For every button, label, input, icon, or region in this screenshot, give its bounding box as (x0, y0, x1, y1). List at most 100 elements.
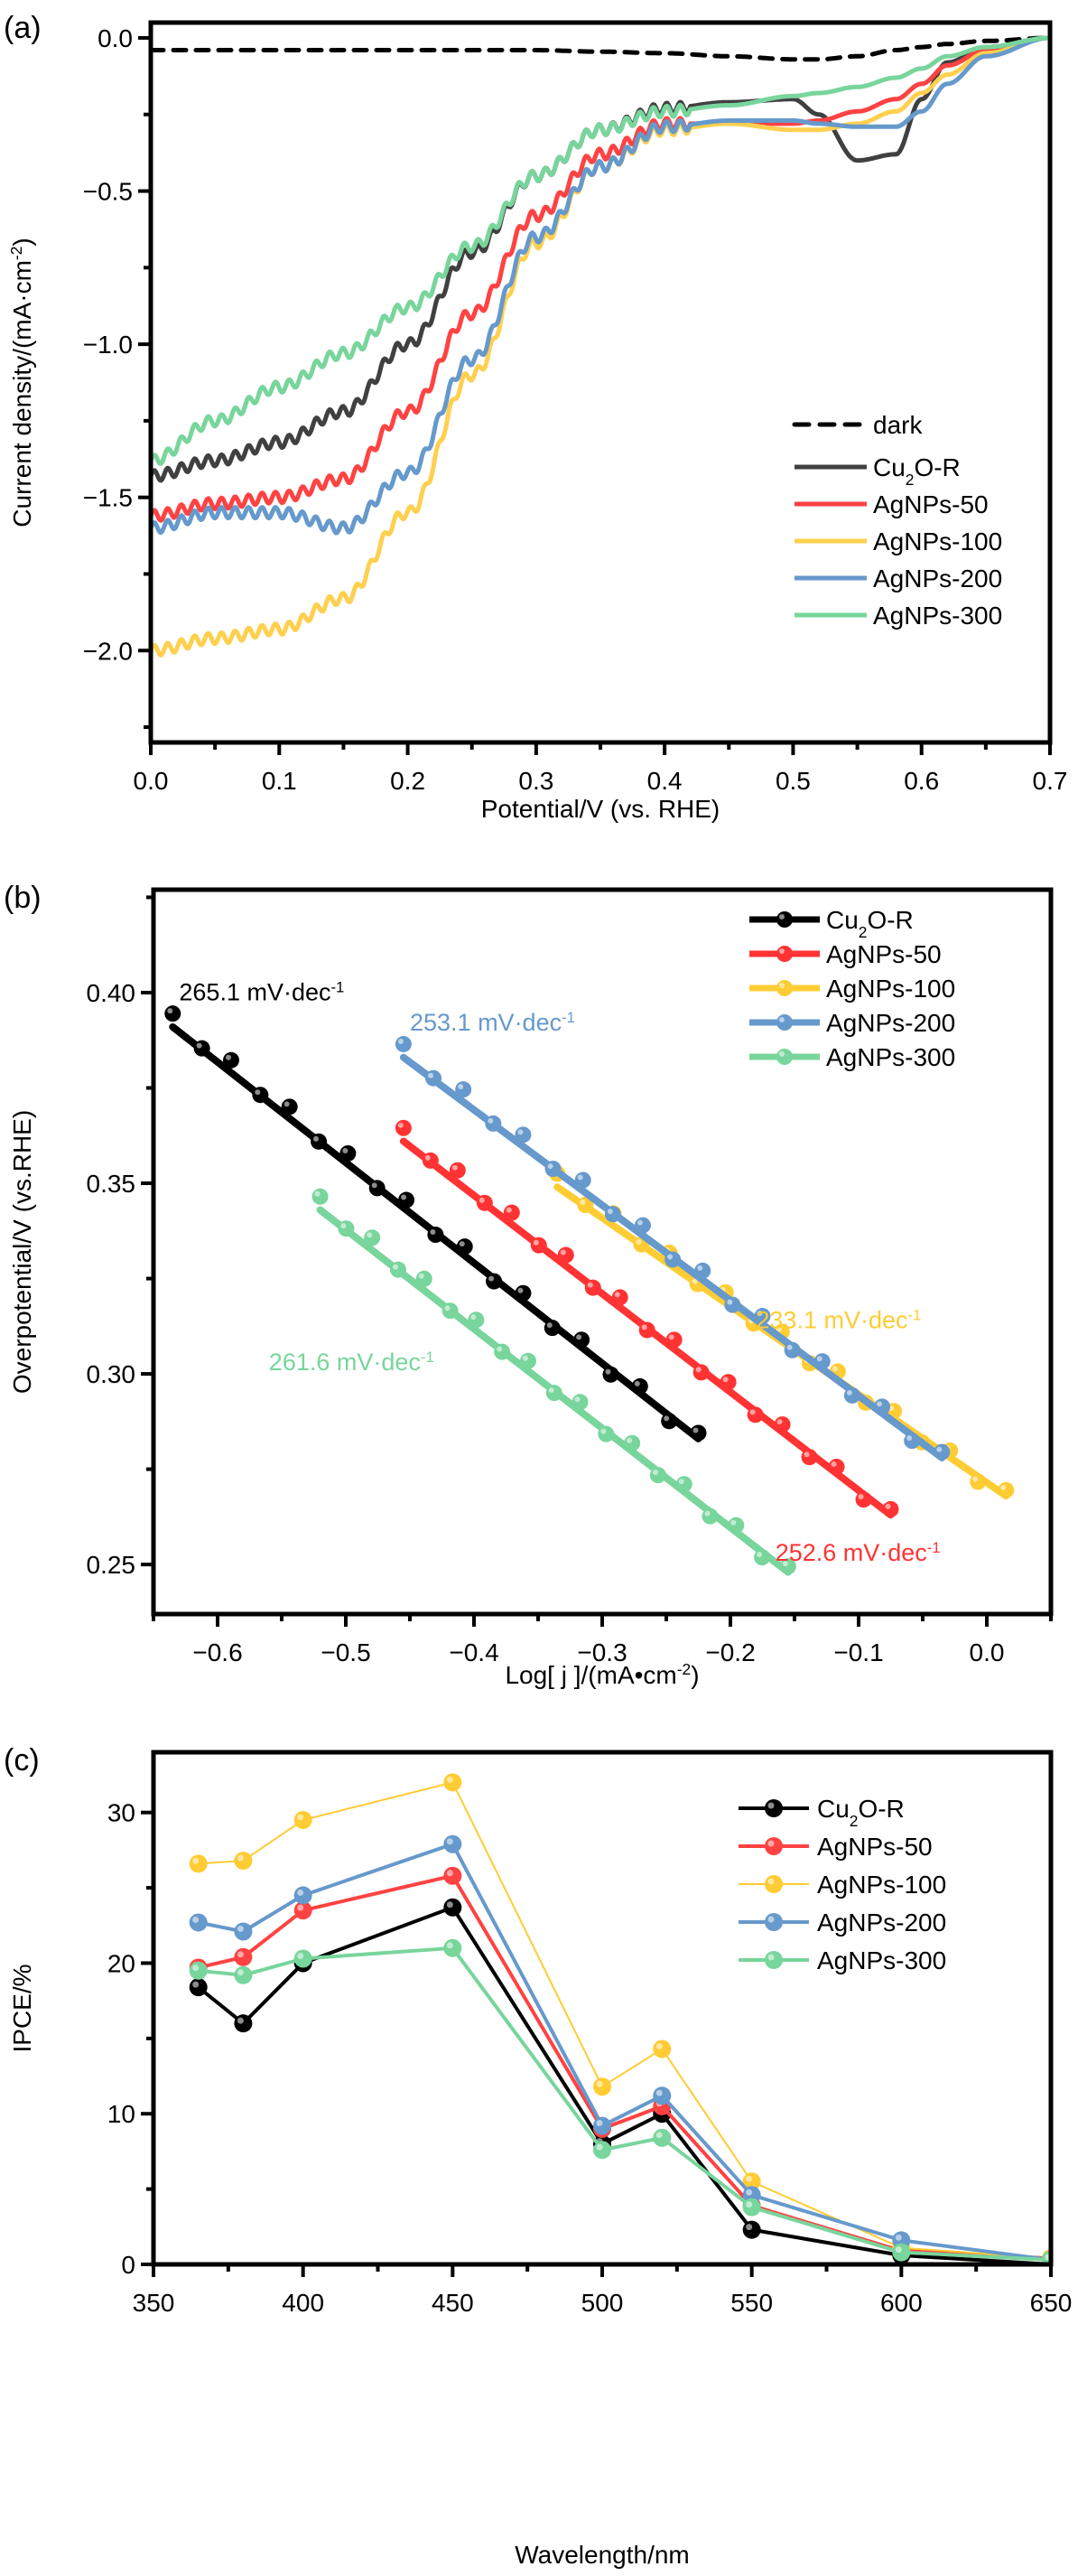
point-highlight (695, 1367, 702, 1373)
point-highlight (652, 1470, 658, 1476)
series-agnps-50-point (665, 1331, 683, 1349)
point-highlight (605, 1368, 611, 1375)
series-agnps-200-point (634, 1217, 651, 1234)
x-tick-label: 0.7 (1033, 767, 1068, 795)
series-line-agnps-100 (151, 35, 1050, 658)
series-cu-o-r-point (189, 1978, 208, 1997)
point-highlight (237, 1854, 244, 1862)
point-highlight (470, 1314, 477, 1321)
legend-marker (776, 946, 793, 962)
series-agnps-50-point (828, 1459, 845, 1476)
y-tick-label: 10 (107, 2100, 135, 2128)
series-agnps-50-slope-annotation: 252.6 mV·dec-1 (776, 1538, 941, 1566)
y-tick-label: 30 (107, 1799, 135, 1827)
point-highlight (488, 1117, 494, 1124)
series-agnps-300-point (234, 1965, 253, 1984)
point-highlight (192, 1981, 200, 1988)
point-highlight (846, 1389, 852, 1395)
series-agnps-200-point (904, 1433, 921, 1450)
series-agnps-300-point (598, 1425, 615, 1442)
series-agnps-300-point (338, 1220, 355, 1237)
series-line-agnps-300 (151, 35, 1050, 466)
series-agnps-300-point (702, 1507, 719, 1525)
series-agnps-100-point (998, 1481, 1015, 1498)
point-highlight (313, 1135, 320, 1142)
point-highlight (697, 1265, 703, 1271)
legend-label: dark (873, 411, 923, 439)
legend-marker-highlight (767, 1916, 775, 1923)
point-highlight (786, 1344, 793, 1350)
point-highlight (574, 1396, 581, 1403)
legend-label: AgNPs-50 (873, 490, 989, 518)
point-highlight (730, 1519, 737, 1526)
point-highlight (446, 1776, 453, 1783)
point-highlight (816, 1356, 822, 1362)
x-tick-label: −0.1 (833, 1638, 883, 1666)
legend-label: AgNPs-300 (873, 602, 1002, 630)
series-agnps-300-point (494, 1343, 511, 1360)
series-cu-o-r-point (339, 1144, 357, 1162)
series-agnps-200-slope-annotation: 253.1 mV·dec-1 (410, 1009, 575, 1037)
point-highlight (858, 1494, 864, 1500)
series-agnps-300-point (728, 1517, 745, 1534)
x-tick-label: 650 (1030, 2289, 1073, 2317)
point-highlight (506, 1207, 512, 1213)
point-highlight (678, 1479, 684, 1485)
legend-marker-highlight (779, 1017, 785, 1022)
point-highlight (479, 1197, 485, 1203)
series-agnps-100-point (970, 1473, 987, 1490)
series-agnps-50-point (443, 1866, 462, 1885)
point-highlight (655, 2132, 663, 2139)
point-highlight (614, 1292, 620, 1298)
series-cu-o-r-point (602, 1366, 619, 1383)
panel-label: (a) (4, 11, 42, 45)
point-highlight (596, 2143, 603, 2151)
series-agnps-200-point (934, 1443, 951, 1461)
legend-marker (765, 1837, 783, 1855)
y-tick-label: −1.5 (83, 484, 133, 512)
point-highlight (692, 1278, 698, 1284)
series-agnps-50-point (422, 1152, 439, 1169)
legend-marker (776, 980, 793, 996)
series-agnps-300-point (572, 1394, 589, 1411)
point-highlight (832, 1366, 838, 1372)
x-tick-label: −0.6 (192, 1638, 242, 1666)
point-highlight (167, 1008, 173, 1014)
x-tick-label: −0.2 (705, 1638, 755, 1666)
plot-area (189, 1773, 1051, 2264)
point-highlight (446, 1942, 453, 1949)
series-agnps-50-point (882, 1500, 899, 1517)
point-highlight (668, 1334, 674, 1340)
point-highlight (600, 1428, 607, 1434)
legend-marker-highlight (779, 948, 785, 954)
point-highlight (1000, 1484, 1007, 1490)
series-cu-o-r-point (456, 1238, 473, 1255)
point-highlight (746, 2175, 753, 2182)
series-agnps-50-point (638, 1321, 655, 1339)
series-agnps-100-slope-annotation: 233.1 mV·dec-1 (756, 1306, 921, 1334)
legend-label: AgNPs-200 (873, 565, 1002, 593)
chart-c: (c) 350 400 450 500 550 600 650 0 10 20 30 Wavelengt… (4, 1743, 1072, 2569)
point-highlight (596, 2080, 603, 2087)
series-agnps-300-point (649, 1467, 666, 1484)
legend-marker-highlight (767, 1954, 775, 1961)
x-tick-label: −0.5 (321, 1638, 370, 1666)
point-highlight (895, 2234, 902, 2241)
series-line-dark (151, 35, 1050, 62)
series-agnps-300-point (468, 1311, 485, 1329)
point-highlight (446, 1901, 453, 1909)
point-highlight (237, 1951, 244, 1958)
series-agnps-100-point (293, 1811, 312, 1830)
legend-label: AgNPs-300 (826, 1043, 955, 1071)
legend-label: AgNPs-300 (817, 1946, 946, 1974)
point-highlight (895, 2246, 902, 2254)
series-agnps-300-point (742, 2198, 761, 2217)
point-highlight (522, 1355, 528, 1361)
point-highlight (655, 2043, 663, 2050)
point-highlight (397, 1038, 404, 1044)
point-highlight (458, 1084, 464, 1090)
point-highlight (192, 1965, 200, 1972)
legend-label: Cu2O-R (873, 453, 961, 489)
x-tick-label: −0.3 (577, 1638, 627, 1666)
series-cu-o-r-point (661, 1413, 678, 1430)
